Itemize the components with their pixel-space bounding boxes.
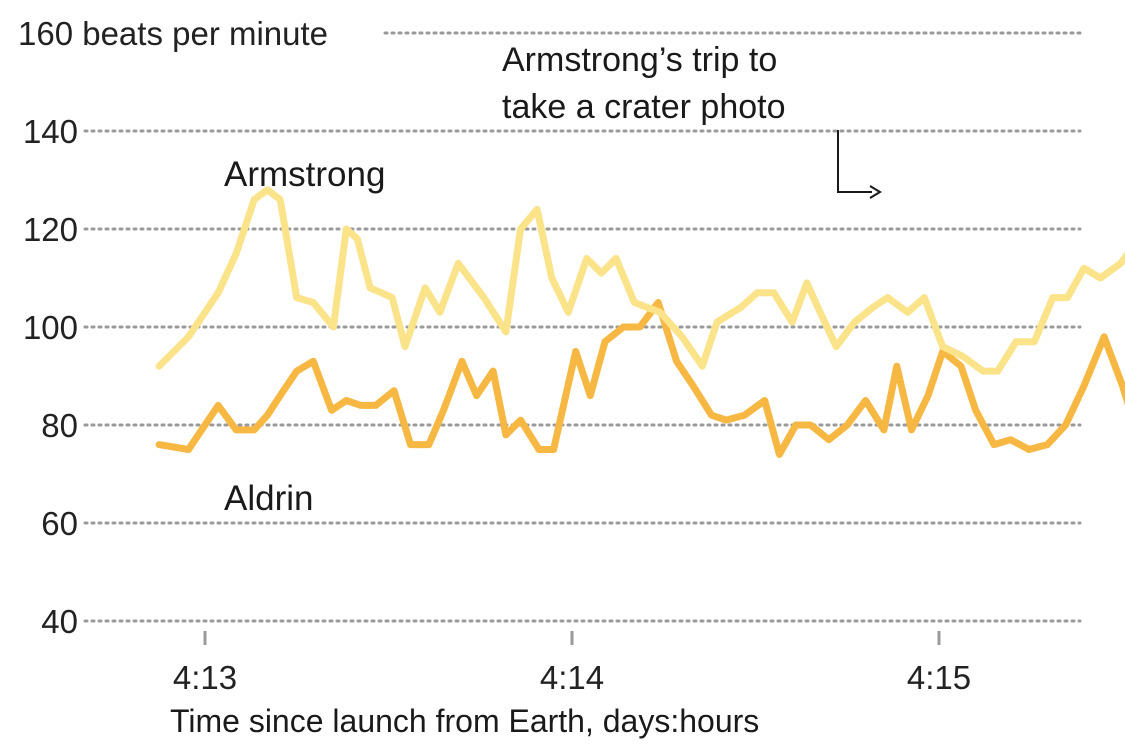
y-tick-labels: 40 60 80 100 120 140 160 beats per minute (18, 15, 328, 640)
series-line-aldrin (155, 299, 1125, 458)
x-axis-ticks: 4:13 4:14 4:15 (173, 631, 971, 696)
x-axis-title: Time since launch from Earth, days:hours (170, 703, 759, 739)
x-tick-label-0: 4:13 (173, 659, 237, 696)
y-tick-label-120: 120 (23, 211, 78, 248)
annotation-line-2: take a crater photo (502, 88, 786, 126)
y-tick-label-40: 40 (41, 603, 78, 640)
y-tick-label-100: 100 (23, 309, 78, 346)
annotation-arrow-line (837, 130, 872, 193)
x-tick-label-2: 4:15 (907, 659, 971, 696)
y-tick-label-60: 60 (41, 505, 78, 542)
annotation-arrowhead (869, 185, 882, 199)
y-tick-label-140: 140 (23, 113, 78, 150)
series-label-armstrong: Armstrong (224, 155, 385, 194)
x-tick-label-1: 4:14 (540, 659, 604, 696)
annotation-line-1: Armstrong’s trip to (502, 41, 777, 79)
series-label-aldrin: Aldrin (224, 479, 313, 518)
crater-photo-annotation: Armstrong’s trip to take a crater photo (502, 41, 882, 199)
y-tick-label-160: 160 beats per minute (18, 15, 328, 52)
y-tick-label-80: 80 (41, 407, 78, 444)
series-line-armstrong (155, 186, 1125, 375)
series-lines (155, 186, 1125, 458)
